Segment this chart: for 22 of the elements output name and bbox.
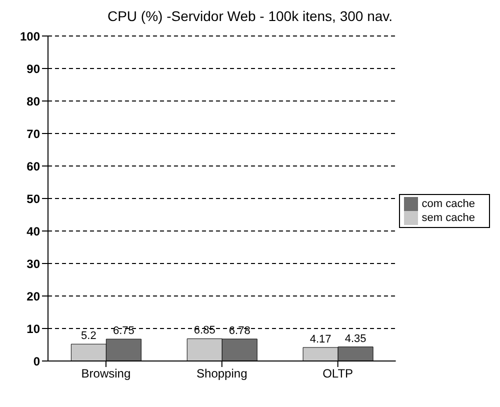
x-tick-label: Shopping <box>196 366 248 381</box>
y-tick-label: 10 <box>26 322 40 336</box>
data-label: 6.75 <box>112 325 134 338</box>
y-tick-label: 100 <box>20 29 40 44</box>
y-tick-label: 20 <box>26 289 40 304</box>
y-tick-label: 50 <box>26 192 40 206</box>
legend-label: sem cache <box>422 212 475 224</box>
y-tick-label: 0 <box>33 354 40 368</box>
y-tick-label: 80 <box>26 94 40 108</box>
y-tick-label: 90 <box>26 62 40 76</box>
y-tick-label: 70 <box>26 126 40 141</box>
data-label: 4.35 <box>344 332 366 345</box>
y-tick-label: 60 <box>26 159 40 174</box>
data-label: 6.78 <box>228 324 250 337</box>
legend-label: com cache <box>422 198 475 210</box>
data-label: 5.2 <box>81 330 96 342</box>
y-tick-label: 30 <box>26 256 40 271</box>
x-tick-label: OLTP <box>322 366 354 381</box>
x-tick-label: Browsing <box>81 366 131 381</box>
y-tick-label: 40 <box>26 224 40 238</box>
data-label: 4.17 <box>310 333 332 346</box>
chart-title: CPU (%) -Servidor Web - 100k itens, 300 nav. <box>106 8 394 24</box>
